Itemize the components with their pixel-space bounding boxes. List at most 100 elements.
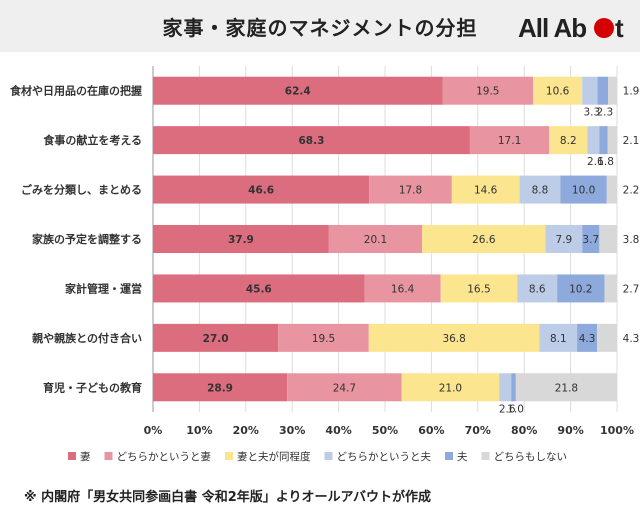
data-label: 17.8: [399, 185, 422, 197]
bar-segment: [153, 373, 288, 402]
bar-segment: [587, 126, 600, 155]
logo-dot: [594, 18, 614, 38]
legend-swatch: [481, 452, 490, 460]
data-label: 28.9: [207, 382, 233, 394]
data-label: 2.3: [596, 107, 613, 119]
bar-segment: [153, 274, 365, 303]
category-label: 家計管理・運営: [65, 281, 142, 295]
legend-label: どちらかというと妻: [117, 450, 212, 463]
data-label: 1.9: [623, 86, 640, 98]
bar-segment: [545, 225, 583, 253]
data-label: 16.4: [391, 283, 415, 295]
data-label: 19.5: [476, 86, 499, 98]
data-label: 16.5: [467, 283, 490, 295]
logo-t: t: [615, 13, 624, 43]
x-tick-label: 10%: [186, 424, 212, 437]
legend-swatch: [324, 452, 333, 460]
source-note: ※ 内閣府「男女共同参画白書 令和2年版」よりオールアバウトが作成: [24, 490, 431, 505]
category-label: 食事の献立を考える: [43, 133, 142, 147]
data-label: 17.1: [498, 135, 521, 147]
x-tick-label: 0%: [144, 424, 163, 437]
legend-swatch: [225, 452, 233, 460]
data-label: 14.6: [474, 185, 498, 197]
x-tick-label: 50%: [372, 424, 398, 437]
category-label: 親や親族との付き合い: [32, 331, 142, 345]
data-label: 20.1: [364, 234, 387, 246]
data-label: 3.7: [582, 234, 599, 246]
bar-segment: [469, 126, 550, 155]
bar-segment: [364, 274, 441, 303]
bar-segment: [604, 274, 617, 303]
allabout-logo[interactable]: All Ab t: [518, 10, 628, 44]
data-label: 7.9: [556, 234, 573, 246]
category-label: ごみを分類し、まとめる: [21, 183, 142, 197]
data-label: 2.2: [623, 185, 640, 197]
bar-segment: [368, 323, 540, 352]
bar-segment: [597, 323, 617, 352]
bar-segment: [597, 76, 609, 105]
bar-segment: [422, 225, 546, 253]
bar-segment: [517, 274, 558, 303]
data-label: 68.3: [298, 135, 324, 147]
bar-segment: [511, 373, 516, 402]
data-label: 8.1: [550, 333, 567, 345]
bar-segment: [599, 126, 608, 155]
legend-label: 妻と夫が同程度: [237, 450, 311, 463]
header-bar: 家事・家庭のマネジメントの分担 All Ab t: [0, 0, 640, 52]
data-label: 10.6: [546, 86, 570, 98]
legend-swatch: [445, 452, 453, 460]
data-label: 1.0: [507, 403, 524, 415]
data-label: 8.8: [532, 185, 549, 197]
logo-text: All Ab: [518, 13, 586, 43]
category-label: 家族の予定を調整する: [32, 232, 142, 246]
data-label: 4.3: [623, 333, 640, 345]
bar-segment: [328, 225, 423, 253]
data-label: 37.9: [228, 234, 254, 246]
legend-label: 夫: [457, 451, 468, 463]
data-label: 26.6: [472, 234, 496, 246]
bar-segment: [533, 76, 583, 105]
bar-segment: [440, 274, 518, 303]
bar-segment: [451, 175, 520, 204]
data-label: 1.8: [597, 156, 614, 168]
bar-segment: [278, 323, 369, 352]
bar-segment: [369, 175, 452, 204]
data-label: 4.3: [579, 333, 596, 345]
data-label: 3.3: [584, 107, 601, 119]
x-tick-label: 30%: [279, 424, 305, 437]
bar-segment: [606, 175, 617, 204]
stacked-bar-chart: 0% 10% 20% 30% 40% 50% 60% 70% 80% 90% 100% 食材や日用品の…: [10, 66, 640, 463]
x-tick-label: 90%: [557, 424, 583, 437]
bar-segment: [582, 76, 598, 105]
data-label: 10.0: [572, 185, 595, 197]
data-label: 24.7: [333, 382, 356, 394]
bar-segment: [442, 76, 534, 105]
data-label: 46.6: [248, 185, 274, 197]
bar-segment: [549, 126, 588, 155]
data-label: 8.2: [560, 135, 577, 147]
bar-segment: [577, 323, 598, 352]
data-label: 27.0: [203, 333, 229, 345]
legend-swatch: [68, 452, 76, 460]
data-label: 2.1: [623, 135, 640, 147]
bar-segment: [153, 323, 279, 352]
bar-segment: [599, 225, 617, 253]
data-label: 36.8: [442, 333, 465, 345]
bar-segment: [582, 225, 600, 253]
legend-label: どちらかというと夫: [337, 451, 432, 463]
bar-segment: [499, 373, 512, 402]
bar-segment: [519, 175, 561, 204]
bar-segment: [539, 323, 578, 352]
data-label: 19.5: [312, 333, 335, 345]
category-label: 食材や日用品の在庫の把握: [10, 84, 142, 98]
bar-segment: [153, 175, 370, 204]
x-tick-label: 70%: [465, 424, 491, 437]
data-label: 2.7: [623, 283, 640, 295]
bar-segment: [401, 373, 500, 402]
bar-segment: [560, 175, 607, 204]
bar-segment: [287, 373, 402, 402]
x-tick-label: 100%: [600, 424, 634, 437]
x-tick-label: 60%: [418, 424, 444, 437]
data-label: 21.8: [555, 382, 578, 394]
bar-segment: [153, 126, 470, 155]
